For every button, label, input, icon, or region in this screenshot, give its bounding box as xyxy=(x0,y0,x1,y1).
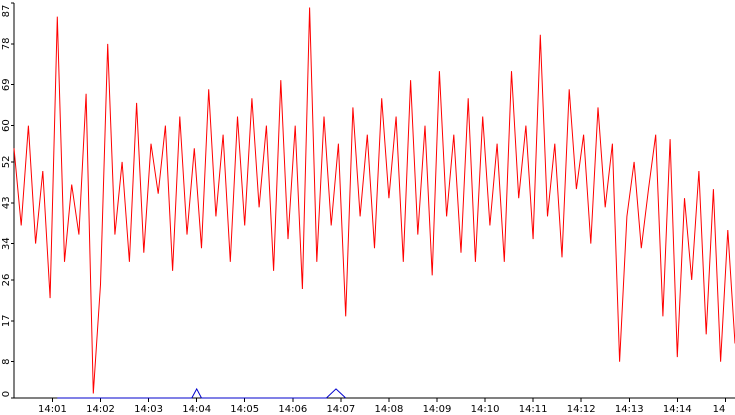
y-tick-label: 43 xyxy=(1,196,12,209)
y-tick-group: 0 8 17 26 34 43 52 60 69 78 87 xyxy=(1,2,14,399)
x-tick-label: 14:10 xyxy=(471,404,500,415)
x-tick-label: 14:12 xyxy=(567,404,596,415)
x-tick-label: 14:13 xyxy=(615,404,644,415)
y-tick-label: 0 xyxy=(1,391,12,397)
y-tick-label: 8 xyxy=(1,358,12,364)
series-line-blue xyxy=(57,387,347,399)
series-group xyxy=(13,7,735,399)
y-tick-label: 17 xyxy=(1,314,12,327)
y-tick-label: 52 xyxy=(1,156,12,169)
y-tick-label: 78 xyxy=(1,37,12,50)
series-line-red xyxy=(13,7,735,394)
x-tick-label: 14:08 xyxy=(375,404,404,415)
x-tick-label: 14:02 xyxy=(86,404,115,415)
x-tick-label: 14:05 xyxy=(230,404,259,415)
x-tick-label: 14:14 xyxy=(663,404,692,415)
x-tick-label: 14:07 xyxy=(326,404,355,415)
y-tick-label: 87 xyxy=(1,5,12,18)
x-tick-label: 14 xyxy=(713,404,726,415)
x-tick-label: 14:01 xyxy=(38,404,67,415)
x-tick-label: 14:03 xyxy=(134,404,163,415)
y-tick-label: 34 xyxy=(1,237,12,250)
y-tick-label: 69 xyxy=(1,78,12,91)
y-tick-label: 60 xyxy=(1,119,12,132)
x-tick-label: 14:11 xyxy=(519,404,548,415)
x-tick-label: 14:06 xyxy=(278,404,307,415)
x-tick-label: 14:09 xyxy=(423,404,452,415)
y-tick-label: 26 xyxy=(1,274,12,287)
x-tick-label: 14:04 xyxy=(182,404,211,415)
x-tick-group: 14:01 14:02 14:03 14:04 14:05 14:06 14:07 14:08… xyxy=(38,398,726,415)
